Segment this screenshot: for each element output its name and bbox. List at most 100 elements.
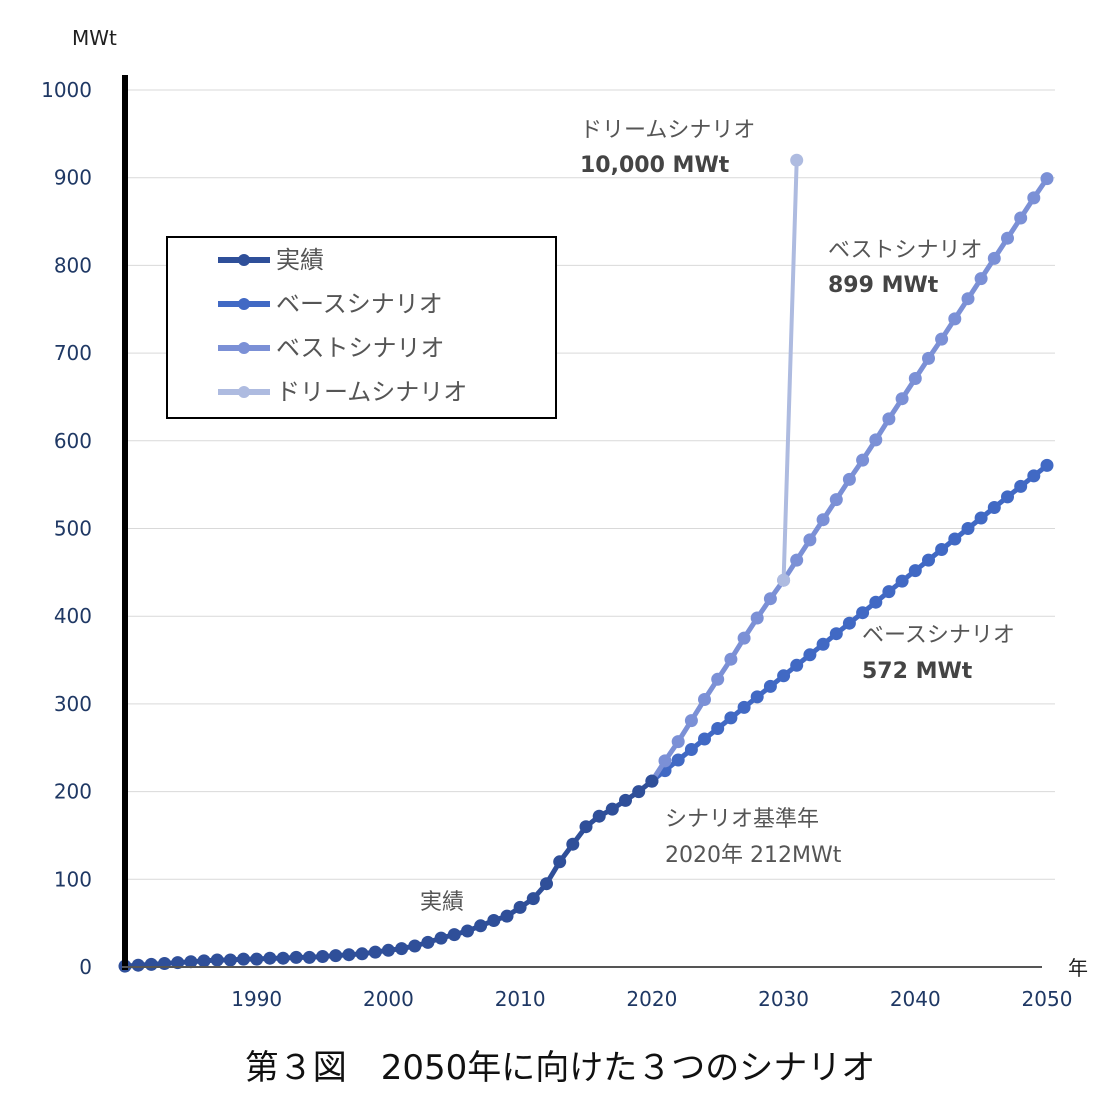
grid-lines — [125, 89, 1055, 880]
data-point — [144, 957, 158, 971]
x-tick-label: 2020 — [626, 987, 677, 1011]
data-point — [671, 753, 685, 767]
data-point — [974, 272, 988, 286]
data-point — [856, 606, 870, 620]
x-tick-label: 2010 — [495, 987, 546, 1011]
annotation-ref-value: 2020年 212MWt — [665, 843, 842, 868]
data-point — [210, 953, 224, 967]
x-axis-label: 年 — [1068, 956, 1088, 980]
data-point — [935, 332, 949, 346]
y-tick-label: 400 — [54, 604, 92, 628]
data-point — [842, 616, 856, 630]
y-tick-label: 200 — [54, 780, 92, 804]
annotation-base-value: 572 MWt — [862, 659, 973, 684]
x-tick-label: 2050 — [1022, 987, 1073, 1011]
data-point — [816, 637, 830, 651]
data-point — [381, 943, 395, 957]
y-axis-label: MWt — [72, 26, 117, 50]
data-point — [895, 392, 909, 406]
data-point — [263, 951, 277, 965]
data-point — [790, 553, 804, 567]
data-point — [158, 957, 171, 970]
data-point — [289, 950, 303, 964]
data-point — [724, 652, 738, 666]
data-point — [316, 950, 330, 963]
legend-label-base: ベースシナリオ — [276, 290, 443, 318]
data-point — [724, 711, 738, 725]
data-point — [566, 837, 580, 851]
data-point — [302, 950, 316, 964]
data-point — [658, 754, 672, 768]
y-tick-label: 300 — [54, 692, 92, 716]
figure-caption: 第３図 2050年に向けた３つのシナリオ — [244, 1048, 876, 1088]
annotation-dream-title: ドリームシナリオ — [580, 118, 755, 143]
data-point — [750, 611, 764, 625]
data-point — [171, 956, 185, 970]
y-tick-label: 0 — [79, 955, 92, 979]
data-point — [1014, 479, 1028, 493]
legend-label-best: ベストシナリオ — [276, 334, 444, 362]
data-point — [842, 472, 856, 486]
data-point — [698, 693, 711, 706]
data-point — [763, 679, 777, 693]
data-point — [395, 942, 409, 956]
data-point — [737, 631, 751, 645]
y-tick-label: 700 — [54, 341, 92, 365]
data-point — [421, 935, 435, 949]
data-point — [632, 785, 646, 799]
y-tick-label: 500 — [54, 517, 92, 541]
series-0 — [118, 774, 659, 973]
data-point — [592, 809, 606, 823]
y-tick-label: 800 — [54, 253, 92, 277]
data-point — [1014, 211, 1028, 225]
series-line — [781, 160, 799, 581]
y-tick-label: 1000 — [41, 78, 92, 102]
annotation-best-value: 899 MWt — [828, 273, 939, 298]
data-point — [948, 312, 962, 326]
data-point — [131, 958, 145, 972]
data-point — [513, 900, 527, 914]
series-2 — [645, 172, 1054, 788]
data-point — [526, 892, 540, 906]
data-point — [184, 955, 198, 969]
series-layer — [118, 153, 1054, 973]
data-point — [1040, 458, 1054, 472]
data-point — [961, 522, 975, 535]
data-point — [579, 820, 593, 834]
data-point — [671, 735, 685, 749]
data-point — [908, 372, 922, 385]
data-point — [329, 949, 343, 963]
data-point — [645, 774, 659, 788]
data-point — [777, 573, 791, 587]
annotation-ref-title: シナリオ基準年 — [665, 807, 819, 832]
data-point — [777, 669, 791, 683]
data-point — [474, 919, 488, 933]
data-point — [500, 909, 514, 923]
data-point — [698, 732, 711, 746]
data-point — [829, 627, 843, 641]
data-point — [803, 533, 817, 547]
data-point — [684, 714, 698, 728]
data-point — [447, 928, 461, 942]
data-point — [223, 953, 237, 967]
data-point — [750, 690, 764, 704]
data-point — [619, 793, 632, 807]
data-point — [1027, 469, 1041, 483]
data-point — [711, 672, 725, 686]
data-point — [922, 553, 935, 567]
annotation-base-title: ベースシナリオ — [862, 623, 1015, 648]
y-tick-label: 600 — [54, 429, 92, 453]
x-tick-label: 2040 — [890, 987, 941, 1011]
data-point — [408, 939, 422, 953]
data-point — [684, 743, 698, 756]
data-point — [987, 251, 1001, 265]
y-tick-labels: 0 100 200 300 400 500 600 700 800 900 1000 — [41, 78, 92, 979]
data-point — [276, 951, 290, 965]
legend-marker-dream — [238, 386, 250, 398]
x-tick-labels: 1990 2000 2010 2020 2030 2040 2050 — [231, 987, 1072, 1011]
series-line — [124, 779, 654, 969]
data-point — [790, 658, 804, 672]
data-point — [368, 945, 382, 959]
chart: 0 100 200 300 400 500 600 700 800 900 1000 1990 200… — [41, 26, 1088, 1011]
data-point — [974, 511, 988, 525]
